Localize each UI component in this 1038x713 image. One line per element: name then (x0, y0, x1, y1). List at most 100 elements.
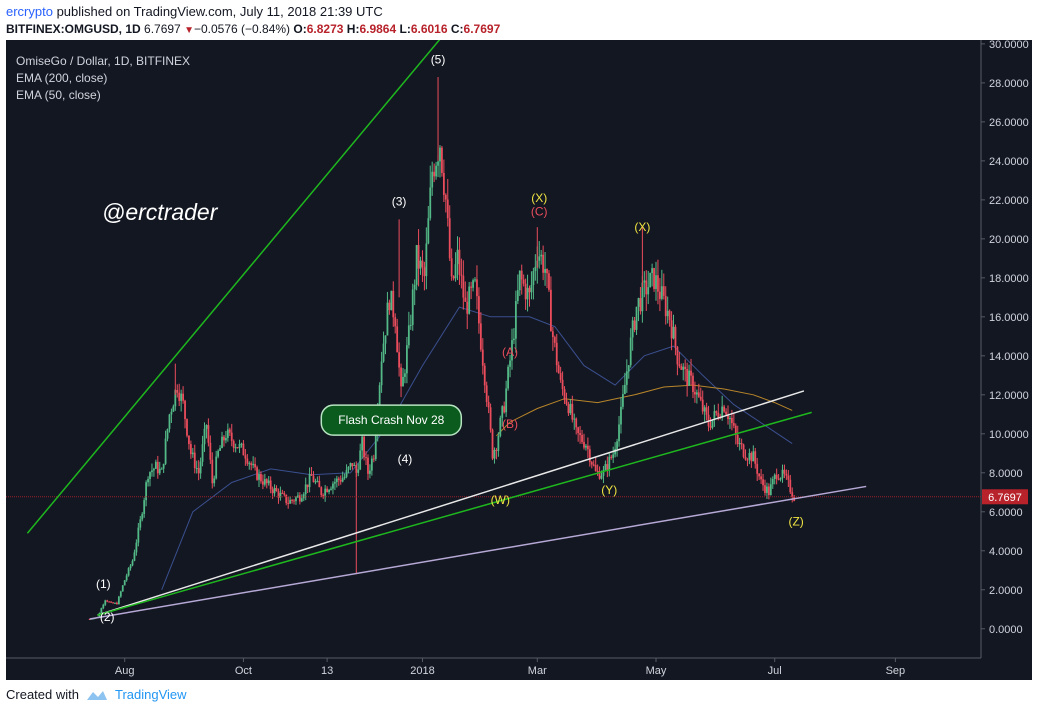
candle-body (668, 310, 671, 321)
candle-body (672, 326, 675, 339)
candle-body (433, 171, 436, 177)
time-axis[interactable]: Aug Oct 13 2018 Mar May Jul Sep (115, 658, 905, 677)
wave-label: (X) (634, 220, 650, 234)
candle-body (717, 412, 720, 418)
candle-body (641, 282, 644, 312)
y-tick-label: 12.0000 (989, 390, 1029, 402)
candle-body (787, 475, 790, 480)
candle-body (701, 399, 704, 412)
candle-body (653, 268, 655, 289)
candle-body (514, 301, 517, 339)
y-tick-label: 30.0000 (989, 40, 1029, 51)
candle-body (300, 498, 303, 502)
price-axis[interactable]: 30.0000 28.0000 26.0000 24.0000 22.0000 20.00… (981, 40, 1029, 636)
candle-body (256, 467, 258, 480)
candle-body (189, 444, 192, 455)
ema50-line (161, 306, 793, 590)
candle-body (386, 302, 389, 336)
created-with-text: Created with (6, 687, 79, 702)
tradingview-logo-icon (86, 690, 107, 700)
candle-body (178, 392, 181, 401)
legend-ema200: EMA (200, close) (16, 71, 107, 85)
ema200-line (496, 384, 793, 437)
open-label: O: (293, 22, 307, 36)
candle-body (369, 470, 371, 474)
candle-body (509, 360, 511, 367)
candle-body (333, 482, 336, 484)
author-link[interactable]: ercrypto (6, 4, 53, 19)
candle-body (625, 371, 628, 385)
x-tick-label: 13 (321, 665, 333, 677)
candle-body (260, 473, 262, 482)
candle-body (752, 451, 755, 462)
x-tick-label: May (646, 665, 667, 677)
candle-body (125, 575, 128, 581)
candle-body (164, 438, 167, 464)
candle-body (353, 465, 356, 467)
candle-body (186, 419, 188, 436)
candle-body (246, 458, 249, 464)
candle-body (285, 494, 288, 504)
candle-body (127, 568, 130, 576)
candle-body (123, 580, 126, 586)
candle-body (643, 280, 646, 283)
candle-body (370, 458, 373, 471)
candle-body (347, 466, 350, 470)
wave-labels-layer: (1)(2)(3)(4)(5)(A)(B)(C)(X)(W)(Y)(X)(Z) (96, 52, 804, 624)
candle-body (518, 270, 521, 291)
candle-body (454, 264, 457, 279)
candle-body (754, 451, 757, 464)
candle-body (88, 619, 91, 621)
y-tick-label: 8.0000 (989, 468, 1023, 480)
candle-body (302, 494, 305, 499)
candle-body (789, 479, 792, 493)
candle-body (588, 449, 591, 463)
candle-body (773, 474, 776, 479)
candle-body (476, 279, 478, 297)
candle-body (666, 310, 669, 317)
candle-body (709, 426, 712, 428)
candle-body (435, 165, 437, 177)
candle-body (363, 436, 365, 458)
candle-body (298, 495, 301, 502)
candle-body (172, 406, 175, 412)
candle-body (448, 218, 451, 259)
candle-body (468, 286, 471, 314)
last-price: 6.7697 (144, 22, 181, 36)
price-change: −0.0576 (−0.84%) (193, 22, 291, 36)
candle-body (156, 461, 159, 474)
tradingview-link[interactable]: TradingView (114, 687, 187, 702)
candle-body (158, 468, 161, 474)
candle-body (341, 478, 344, 482)
candle-body (378, 385, 381, 414)
footer: Created with TradingView (6, 687, 187, 702)
candle-body (466, 301, 469, 314)
callout-box[interactable] (320, 404, 463, 436)
candle-body (622, 394, 624, 407)
candle-body (532, 271, 535, 286)
candle-body (324, 488, 327, 496)
candle-body (248, 463, 251, 465)
candle-body (306, 484, 309, 488)
candle-body (402, 376, 404, 387)
candle-body (141, 513, 144, 520)
publish-text: published on TradingView.com, July 11, 2… (52, 4, 383, 19)
candle-body (694, 392, 696, 395)
candle-body (758, 473, 761, 477)
y-tick-label: 16.0000 (989, 312, 1029, 324)
y-tick-label: 0.0000 (989, 624, 1023, 636)
candle-body (503, 406, 506, 413)
candle-body (269, 480, 272, 490)
candle-body (623, 384, 626, 395)
candle-body (160, 468, 163, 470)
wave-label: (C) (531, 204, 548, 218)
candle-body (281, 492, 284, 494)
candle-body (678, 364, 681, 367)
candle-body (394, 317, 397, 327)
candle-body (304, 484, 307, 495)
candle-body (219, 448, 221, 451)
price-chart[interactable]: 30.0000 28.0000 26.0000 24.0000 22.0000 20.00… (6, 40, 1032, 680)
annotation-callout[interactable]: Flash Crash Nov 28 (320, 404, 463, 436)
wave-label: (W) (491, 493, 510, 507)
candle-body (534, 266, 537, 272)
